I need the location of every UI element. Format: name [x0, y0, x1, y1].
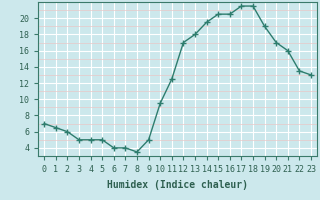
X-axis label: Humidex (Indice chaleur): Humidex (Indice chaleur) — [107, 180, 248, 190]
